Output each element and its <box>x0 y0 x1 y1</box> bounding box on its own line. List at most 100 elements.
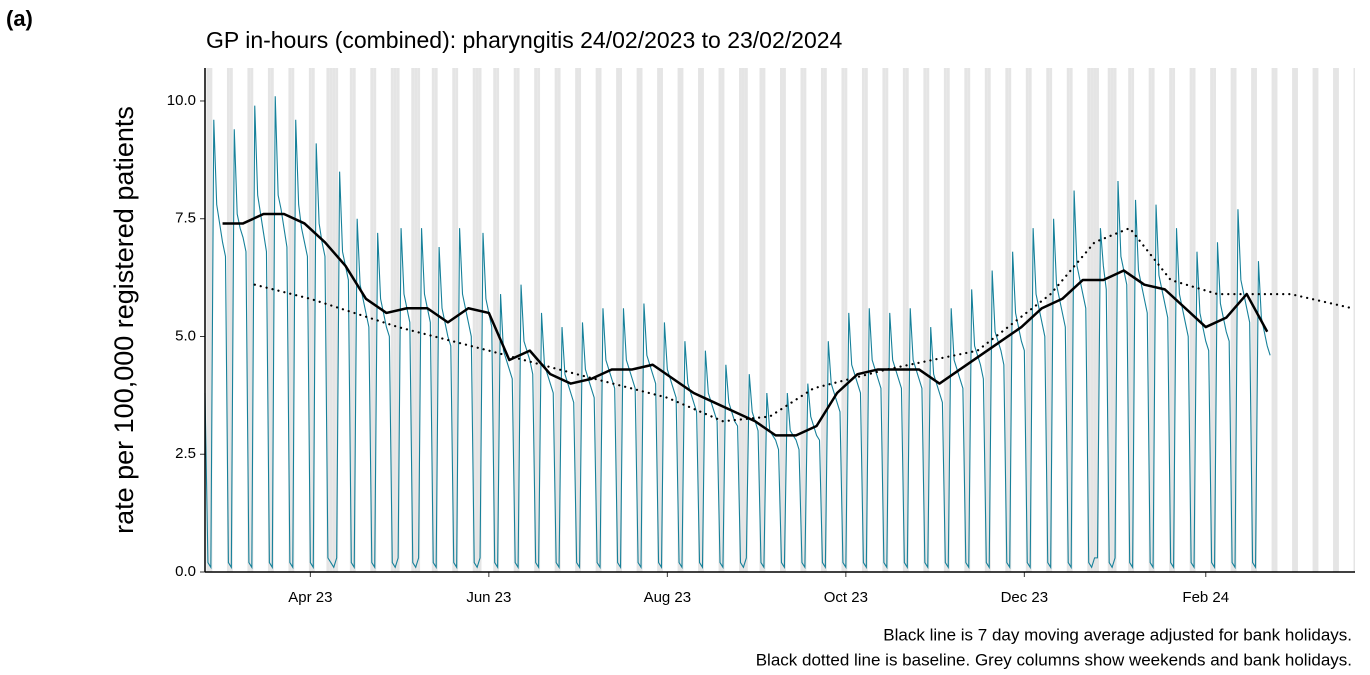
plot-area: 0.0 2.5 5.0 7.5 10.0 Apr 23 Jun 23 Aug 23 Oct 23… <box>167 68 1355 606</box>
weekend-column <box>660 68 663 572</box>
weekend-column <box>1335 68 1339 572</box>
weekend-column <box>496 68 500 572</box>
series-line <box>222 212 1269 437</box>
weekend-column <box>800 68 804 572</box>
weekend-column <box>329 68 333 572</box>
weekend-column <box>390 68 394 572</box>
x-tick-label: Aug 23 <box>644 589 692 606</box>
weekend-column <box>820 68 824 572</box>
y-tick-label: 7.5 <box>175 210 196 227</box>
weekend-column <box>349 68 353 572</box>
weekend-column <box>1169 68 1173 572</box>
series-line <box>204 96 1271 570</box>
weekend-column <box>1110 68 1114 572</box>
weekend-column <box>434 68 438 572</box>
weekend-column <box>1128 68 1132 572</box>
y-tick-label: 5.0 <box>175 327 196 344</box>
weekend-column <box>513 68 517 572</box>
holiday-column <box>1093 68 1097 572</box>
weekend-column <box>554 68 558 572</box>
holiday-column <box>1096 68 1099 572</box>
weekend-column <box>1233 68 1237 572</box>
x-tick-label: Apr 23 <box>288 589 332 606</box>
holiday-column <box>335 68 339 572</box>
weekend-column <box>267 68 271 572</box>
weekend-column <box>1353 68 1355 572</box>
weekend-column <box>1090 68 1094 572</box>
weekend-column <box>902 68 906 572</box>
weekend-column <box>923 68 927 572</box>
weekend-column <box>455 68 459 572</box>
weekend-column <box>373 68 377 572</box>
x-tick-label: Jun 23 <box>466 589 511 606</box>
weekend-column <box>984 68 988 572</box>
weekend-column <box>1087 68 1091 572</box>
weekend-column <box>1148 68 1152 572</box>
weekend-column <box>967 68 971 572</box>
weekend-column <box>657 68 661 572</box>
chart-title: GP in-hours (combined): pharyngitis 24/0… <box>206 27 843 53</box>
y-axis-label: rate per 100,000 registered patients <box>109 106 139 534</box>
weekend-column <box>964 68 968 572</box>
weekend-column <box>780 68 783 572</box>
weekend-column <box>393 68 397 572</box>
weekend-column <box>452 68 456 572</box>
weekend-column <box>1333 68 1336 572</box>
weekend-column <box>206 68 210 572</box>
weekend-column <box>1251 68 1255 572</box>
weekend-column <box>1274 68 1278 572</box>
holiday-column <box>1113 68 1117 572</box>
weekend-column <box>370 68 374 572</box>
y-tick-label: 2.5 <box>175 445 196 462</box>
weekend-column <box>226 68 230 572</box>
weekend-column <box>557 68 561 572</box>
weekend-column <box>721 68 725 572</box>
weekend-column <box>639 68 643 572</box>
weekend-column <box>926 68 930 572</box>
holiday-column <box>478 68 482 572</box>
weekend-column <box>844 68 848 572</box>
weekend-column <box>1271 68 1275 572</box>
weekend-column <box>229 68 233 572</box>
weekend-column <box>578 68 582 572</box>
weekend-column <box>308 68 312 572</box>
holiday-column <box>326 68 330 572</box>
weekend-column <box>332 68 336 572</box>
weekend-column <box>861 68 865 572</box>
weekend-column <box>698 68 701 572</box>
weekend-column <box>943 68 947 572</box>
weekend-column <box>1131 68 1135 572</box>
weekend-column <box>1213 68 1217 572</box>
y-tick-label: 10.0 <box>167 92 196 109</box>
weekend-column <box>885 68 889 572</box>
weekend-column <box>270 68 274 572</box>
weekend-column <box>803 68 807 572</box>
weekend-column <box>823 68 827 572</box>
weekend-column <box>595 68 599 572</box>
weekend-column <box>598 68 602 572</box>
weekend-column <box>537 68 541 572</box>
weekend-column <box>882 68 886 572</box>
weekend-column <box>1292 68 1296 572</box>
weekend-column <box>700 68 704 572</box>
weekend-column <box>1046 68 1050 572</box>
weekend-column <box>575 68 579 572</box>
weekend-column <box>619 68 622 572</box>
note: Black dotted line is baseline. Grey colu… <box>756 650 1352 669</box>
weekend-column <box>288 68 292 572</box>
weekend-column <box>636 68 640 572</box>
weekend-column <box>841 68 845 572</box>
weekend-column <box>1005 68 1009 572</box>
weekend-column <box>311 68 315 572</box>
weekend-column <box>739 68 742 572</box>
weekend-column <box>987 68 991 572</box>
weekend-column <box>516 68 520 572</box>
weekend-column <box>864 68 868 572</box>
weekend-column <box>250 68 254 572</box>
weekend-column <box>352 68 356 572</box>
weekend-column <box>762 68 766 572</box>
weekend-column <box>1254 68 1257 572</box>
weekend-column <box>946 68 950 572</box>
weekend-column <box>411 68 415 572</box>
